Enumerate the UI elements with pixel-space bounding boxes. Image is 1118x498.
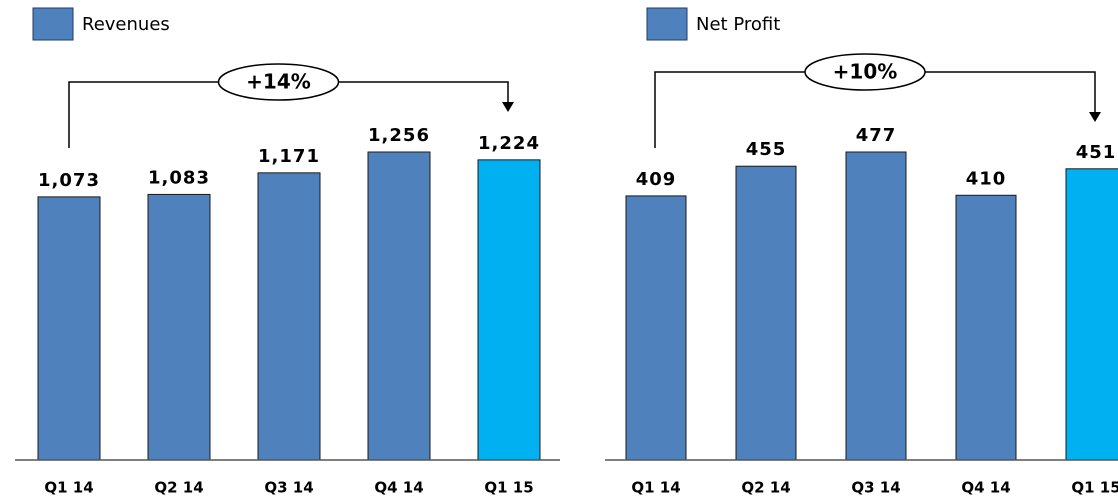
bar [477,159,541,461]
value-label: 451 [1076,142,1117,163]
value-label: 477 [856,125,897,146]
arrow-head [502,102,514,112]
bar [845,151,907,461]
bar [257,172,321,461]
x-tick-label: Q1 14 [44,479,93,497]
annotation: +14% [246,70,311,94]
x-tick-label: Q2 14 [741,479,790,497]
annotation-ellipse [217,63,340,101]
value-label: 455 [746,139,787,160]
x-tick-label: Q4 14 [961,479,1010,497]
x-tick-label: Q1 14 [631,479,680,497]
x-tick-label: Q1 15 [484,479,533,497]
x-tick-label: Q3 14 [851,479,900,497]
x-tick-label: Q1 15 [1071,479,1118,497]
legend-label: Net Profit [696,14,780,35]
bar [625,195,687,461]
bar [1065,168,1118,461]
value-label: 1,171 [258,146,320,167]
x-tick-label: Q3 14 [264,479,313,497]
bar [955,194,1017,461]
bar [147,193,211,461]
value-label: 1,224 [478,133,540,154]
value-label: 1,083 [148,167,210,188]
x-tick-label: Q4 14 [374,479,423,497]
value-label: 1,256 [368,125,430,146]
value-label: 410 [966,168,1007,189]
arrow-head [1089,112,1101,122]
legend-swatch [646,7,688,41]
annotation: +10% [833,60,898,84]
bar [735,165,797,461]
bar [37,196,101,461]
x-tick-label: Q2 14 [154,479,203,497]
value-label: 409 [636,169,677,190]
legend-label: Revenues [82,14,170,35]
bar [367,151,431,461]
annotation-ellipse [804,53,926,91]
value-label: 1,073 [38,170,100,191]
legend-swatch [32,7,74,41]
